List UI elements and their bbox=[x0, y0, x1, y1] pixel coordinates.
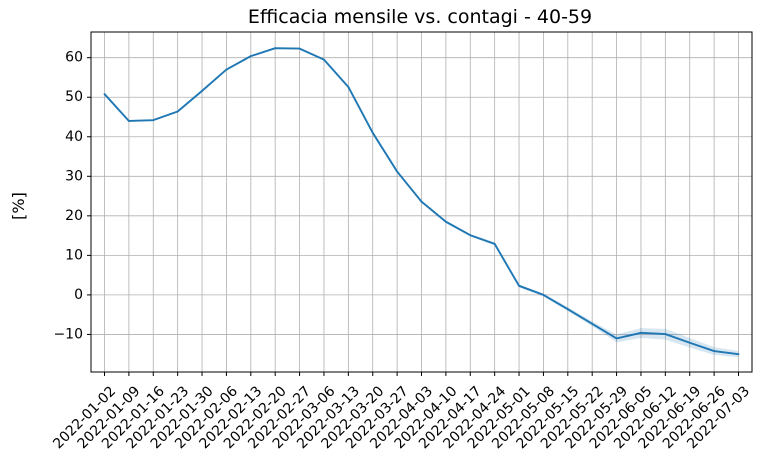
data-point bbox=[542, 294, 545, 296]
data-point bbox=[566, 308, 569, 311]
data-point bbox=[249, 55, 252, 58]
data-point bbox=[469, 234, 472, 237]
x-axis: 2022-01-022022-01-092022-01-162022-01-23… bbox=[50, 372, 753, 452]
data-point bbox=[371, 131, 374, 134]
data-point bbox=[201, 90, 203, 92]
data-point bbox=[713, 350, 716, 352]
data-point bbox=[298, 47, 301, 50]
data-point bbox=[591, 322, 594, 325]
data-point bbox=[518, 284, 520, 287]
data-point bbox=[664, 333, 667, 335]
grid bbox=[91, 32, 752, 372]
data-point bbox=[152, 119, 155, 122]
y-tick-label: −10 bbox=[53, 326, 83, 342]
y-tick-label: 20 bbox=[65, 208, 83, 224]
y-tick-label: 50 bbox=[65, 89, 83, 105]
y-tick-label: 60 bbox=[65, 50, 83, 66]
data-point bbox=[640, 331, 642, 334]
data-point bbox=[103, 93, 106, 95]
y-tick-label: 30 bbox=[65, 168, 83, 184]
data-point bbox=[396, 170, 399, 173]
data-point bbox=[420, 200, 423, 203]
data-point bbox=[225, 68, 228, 71]
data-point bbox=[688, 341, 691, 344]
data-point bbox=[274, 47, 277, 50]
series-lines bbox=[103, 47, 740, 356]
data-point bbox=[127, 120, 130, 122]
data-point bbox=[493, 243, 496, 245]
y-axis: −10 0 10 20 30 40 50 60 bbox=[53, 50, 91, 342]
data-point bbox=[444, 220, 447, 223]
data-point bbox=[323, 58, 325, 61]
y-tick-label: 0 bbox=[74, 287, 83, 303]
data-point bbox=[176, 110, 179, 113]
chart-title: Efficacia mensile vs. contagi - 40-59 bbox=[248, 6, 592, 28]
data-point bbox=[347, 86, 350, 88]
y-tick-label: 10 bbox=[65, 247, 83, 263]
y-axis-label: [%] bbox=[9, 192, 28, 220]
y-tick-label: 40 bbox=[65, 129, 83, 145]
data-point bbox=[615, 337, 618, 340]
data-point bbox=[737, 353, 740, 356]
